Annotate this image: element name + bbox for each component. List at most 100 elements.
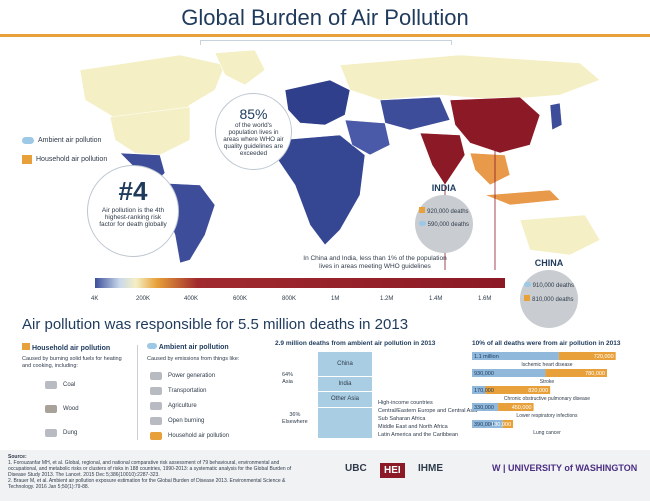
dung-icon xyxy=(45,429,57,437)
bar-label-ambient: 170,000 xyxy=(474,388,494,394)
ambient-desc: Caused by emissions from things like: xyxy=(147,356,240,362)
bar-household xyxy=(485,386,551,394)
uw-logo: W | UNIVERSITY of WASHINGTON xyxy=(492,463,638,473)
elsewhere-label: 36% Elsewhere xyxy=(282,412,308,425)
legend-household: Household air pollution xyxy=(22,155,107,164)
deaths-col-head: 2.9 million deaths from ambient air poll… xyxy=(275,340,436,347)
household-item-dung: Dung xyxy=(45,429,77,437)
scale-label: 200K xyxy=(136,296,151,302)
chart-title: 10% of all deaths were from air pollutio… xyxy=(472,340,621,347)
bar-ambient xyxy=(472,420,503,428)
region-label: Latin America and the Caribbean xyxy=(378,432,459,438)
footer xyxy=(0,450,650,501)
color-scale xyxy=(95,278,505,288)
scale-label: 1.2M xyxy=(380,296,394,302)
asia-label: 64% Asia xyxy=(282,372,294,385)
hei-logo: HEI xyxy=(380,463,405,478)
fire-icon xyxy=(150,417,162,425)
wood-icon xyxy=(45,405,57,413)
bar-label-ambient: 930,000 xyxy=(474,371,494,377)
china-ambient: 910,000 deaths xyxy=(520,282,578,289)
ambient-item-power: Power generation xyxy=(150,372,215,380)
category-label: Lower respiratory infections xyxy=(516,413,578,419)
factory-icon xyxy=(150,372,162,380)
title-underline xyxy=(0,34,650,37)
sources: Source: 1. Forouzanfar MH, et al. Global… xyxy=(8,454,292,490)
bar-label-household: 450,000 xyxy=(512,405,532,411)
category-label: Ischemic heart disease xyxy=(521,362,572,368)
stat-85-bubble: 85% of the world's population lives in a… xyxy=(215,93,292,170)
legend-ambient-label: Ambient air pollution xyxy=(38,137,102,144)
bar-ambient xyxy=(472,403,499,411)
block-china: China xyxy=(318,352,372,377)
bar-label-ambient: 390,000 xyxy=(474,422,494,428)
ambient-col-head: Ambient air pollution xyxy=(147,343,229,351)
china-india-note: In China and India, less than 1% of the … xyxy=(303,255,447,270)
stat-85-number: 85% xyxy=(239,106,268,122)
stat-4-number: #4 xyxy=(118,176,148,206)
bar-label-household: 820,000 xyxy=(528,388,548,394)
bar-ambient xyxy=(472,369,546,377)
page-title: Global Burden of Air Pollution xyxy=(181,5,469,30)
cloud-icon xyxy=(147,343,157,349)
elsewhere-stack xyxy=(318,408,372,438)
stat-85-text: of the world's population lives in areas… xyxy=(223,122,284,157)
scale-label: 1M xyxy=(331,296,340,302)
region-label: High-income countries xyxy=(378,400,433,406)
house-icon xyxy=(150,432,162,440)
ihme-logo: IHME xyxy=(418,463,443,474)
cloud-icon xyxy=(22,137,34,144)
ambient-item-transport: Transportation xyxy=(150,387,206,395)
category-label: Lung cancer xyxy=(533,430,561,436)
region-label: Central/Eastern Europe and Central Asia xyxy=(378,408,478,414)
ambient-item-agriculture: Agriculture xyxy=(150,402,197,410)
region-label: Sub Saharan Africa xyxy=(378,416,426,422)
category-label: Stroke xyxy=(540,379,555,385)
legend-household-label: Household air pollution xyxy=(36,156,108,163)
household-item-coal: Coal xyxy=(45,381,75,389)
asia-stack: China India Other Asia xyxy=(318,352,372,407)
household-item-wood: Wood xyxy=(45,405,79,413)
scale-label: 400K xyxy=(184,296,199,302)
india-household: 920,000 deaths xyxy=(415,207,473,215)
legend-ambient: Ambient air pollution xyxy=(22,137,101,144)
deaths-by-cause-chart: 1.1 million 720,000 Ischemic heart disease… xyxy=(472,352,616,436)
house-icon xyxy=(22,343,30,350)
house-icon xyxy=(22,155,32,164)
bar-household xyxy=(558,352,616,360)
block-other-asia: Other Asia xyxy=(330,396,359,402)
region-label: Middle East and North Africa xyxy=(378,424,448,430)
column-divider xyxy=(137,345,138,440)
bar-label-ambient: 1.1 million xyxy=(474,354,499,360)
ubc-logo: UBC xyxy=(345,463,367,474)
india-name: INDIA xyxy=(431,183,457,193)
scale-label: 600K xyxy=(233,296,248,302)
scale-label: 1.4M xyxy=(429,296,443,302)
bar-label-household: 780,000 xyxy=(585,371,605,377)
house-icon xyxy=(419,207,426,213)
bar-household xyxy=(545,369,607,377)
ambient-item-burning: Open burning xyxy=(150,417,204,425)
china-name: CHINA xyxy=(534,258,564,268)
ambient-item-household: Household air pollution xyxy=(150,432,229,440)
china-household: 810,000 deaths xyxy=(520,295,578,303)
china-bubble: CHINA 910,000 deaths 810,000 deaths xyxy=(520,258,578,328)
category-label: Chronic obstructive pulmonary disease xyxy=(504,396,590,402)
title-banner: Global Burden of Air Pollution xyxy=(0,0,650,38)
tractor-icon xyxy=(150,402,162,410)
block-india: India xyxy=(318,377,372,392)
india-bubble: INDIA 920,000 deaths 590,000 deaths xyxy=(415,183,473,253)
cloud-icon xyxy=(418,221,426,226)
coal-icon xyxy=(45,381,57,389)
bar-label-household: 130,000 xyxy=(491,422,511,428)
bar-ambient xyxy=(472,352,559,360)
household-desc: Caused by burning solid fuels for heatin… xyxy=(22,356,122,369)
house-icon xyxy=(524,295,531,301)
stat-4-text: Air pollution is the 4th highest-ranking… xyxy=(99,207,167,228)
bar-label-ambient: 330,000 xyxy=(474,405,494,411)
car-icon xyxy=(150,387,162,395)
scale-label: 800K xyxy=(282,296,297,302)
scale-label: 4K xyxy=(91,296,99,302)
main-heading: Air pollution was responsible for 5.5 mi… xyxy=(22,316,409,333)
world-map xyxy=(40,45,630,270)
